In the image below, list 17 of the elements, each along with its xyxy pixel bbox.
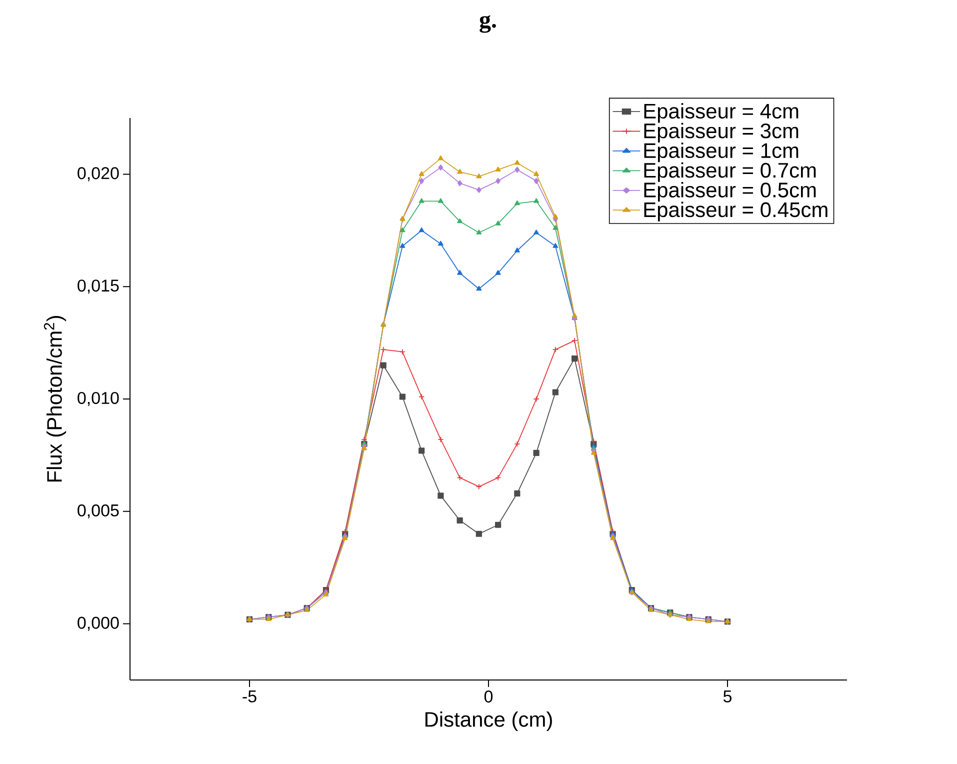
chart-title: g. bbox=[480, 15, 496, 33]
x-tick-label: 0 bbox=[484, 690, 493, 703]
legend-label: Epaisseur = 4cm bbox=[644, 103, 798, 123]
y-axis-title: Flux (Photon/cm$^{2}$) bbox=[44, 316, 66, 482]
legend-label: Epaisseur = 0.7cm bbox=[644, 162, 816, 182]
y-tick-label: 0,010 bbox=[78, 392, 119, 406]
y-tick-label: 0,000 bbox=[78, 616, 119, 631]
legend-label: Epaisseur = 0.5cm bbox=[644, 182, 816, 202]
legend-label: Epaisseur = 1cm bbox=[644, 142, 798, 162]
y-tick-label: 0,005 bbox=[78, 504, 119, 518]
y-tick-label: 0,015 bbox=[78, 280, 119, 294]
x-tick-label: 5 bbox=[723, 690, 732, 702]
x-tick-label: -5 bbox=[242, 690, 256, 702]
x-axis-title: Distance (cm) bbox=[425, 711, 552, 731]
y-tick-label: 0,020 bbox=[78, 167, 119, 182]
legend-label: Epaisseur = 0.45cm bbox=[644, 202, 828, 222]
legend-label: Epaisseur = 3cm bbox=[644, 122, 798, 142]
